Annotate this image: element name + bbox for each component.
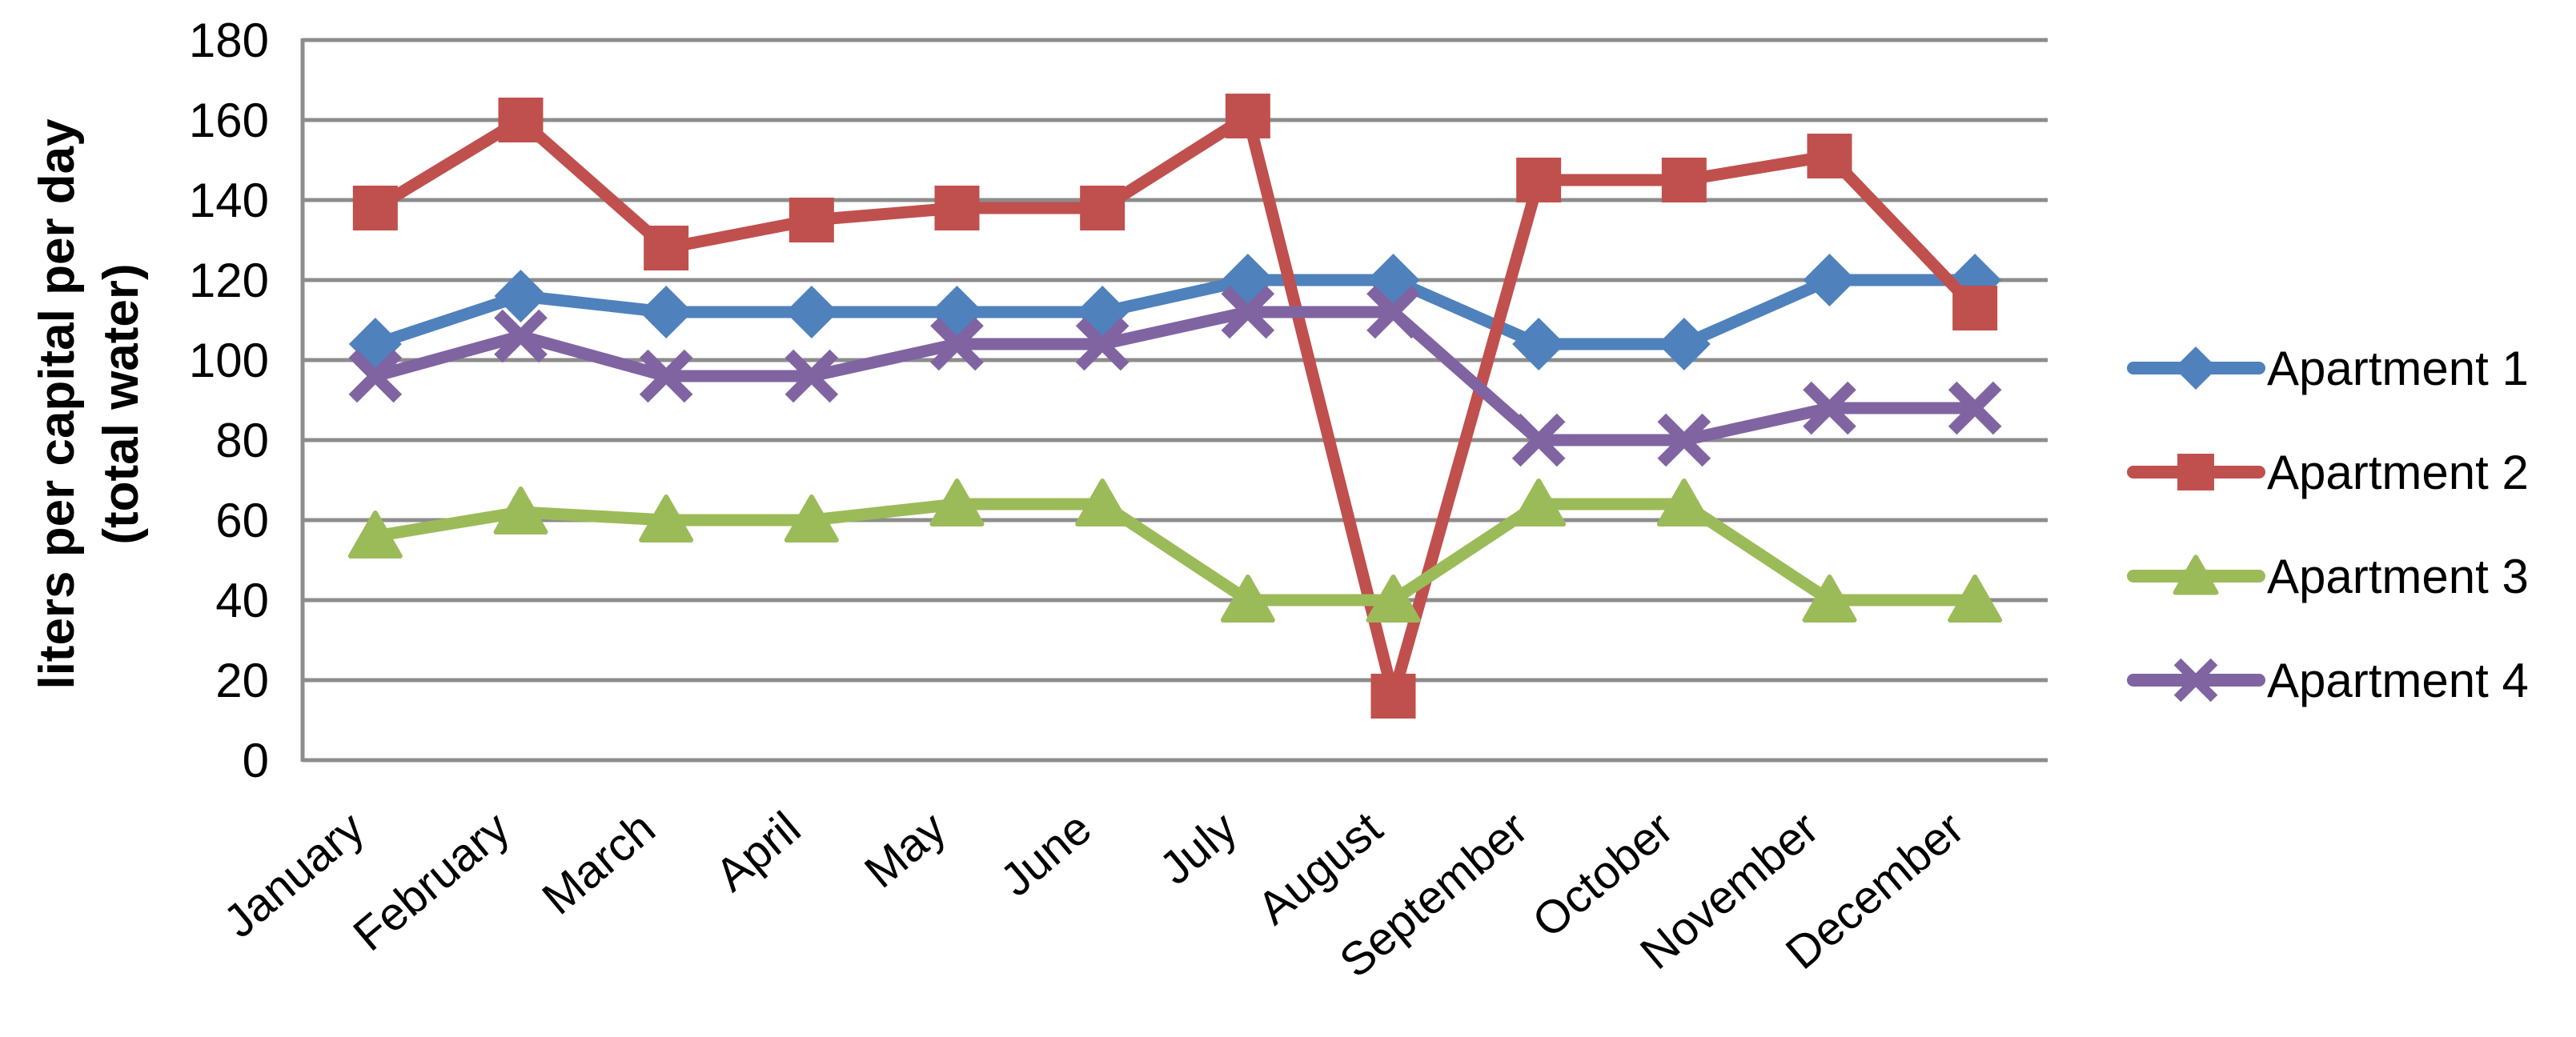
data-point-marker (1657, 413, 1711, 467)
series-apartment-1 (348, 254, 2002, 370)
x-category-label: July (1150, 802, 1246, 895)
data-point-marker (934, 186, 980, 230)
data-point-marker (1512, 318, 1566, 370)
data-point-marker (1366, 285, 1420, 339)
series-apartment-3 (347, 478, 2003, 623)
data-point-marker (494, 309, 548, 363)
data-point-marker (930, 317, 984, 371)
legend-marker (2173, 658, 2218, 703)
y-tick-label: 40 (215, 574, 269, 627)
data-point-marker (1657, 318, 1711, 370)
x-category-label: April (706, 802, 811, 901)
x-category-label: June (990, 802, 1101, 907)
data-point-marker (644, 226, 689, 270)
data-point-marker (1948, 575, 2003, 623)
legend-label: Apartment 3 (2267, 550, 2529, 603)
x-category-label: May (855, 802, 956, 898)
data-point-marker (1221, 285, 1275, 339)
legend-item-apartment-2: Apartment 2 (2127, 446, 2529, 499)
data-point-marker (784, 494, 839, 543)
y-axis-title-line1: liters per capital per day (30, 118, 85, 690)
series-apartment-4 (348, 285, 2002, 467)
data-point-marker (784, 286, 838, 338)
y-tick-label: 160 (189, 94, 269, 147)
legend-marker (2173, 346, 2218, 390)
legend-label: Apartment 1 (2267, 342, 2529, 395)
gridlines (303, 38, 2048, 763)
x-category-label: March (532, 802, 664, 924)
y-tick-label: 140 (189, 174, 269, 227)
data-point-marker (348, 349, 403, 403)
data-point-marker (639, 494, 694, 543)
series-line (369, 110, 1981, 703)
data-point-marker (1511, 478, 1567, 527)
data-point-marker (929, 478, 985, 527)
data-point-marker (494, 270, 548, 322)
data-point-marker (1802, 575, 1857, 623)
legend-item-apartment-4: Apartment 4 (2127, 654, 2529, 707)
data-point-marker (1948, 381, 2002, 435)
data-point-marker (1516, 158, 1562, 202)
y-tick-label: 20 (215, 654, 269, 707)
series-apartment-2 (352, 94, 1998, 719)
axes (300, 38, 2048, 763)
data-point-marker (1952, 286, 1998, 330)
legend-marker (2177, 454, 2214, 490)
data-point-marker (1511, 413, 1566, 467)
data-point-marker (1220, 575, 1275, 623)
x-category-label: February (343, 802, 520, 961)
data-point-marker (1656, 478, 1711, 527)
data-point-marker (1366, 575, 1421, 623)
data-point-marker (1661, 158, 1707, 202)
y-tick-label: 100 (189, 334, 269, 387)
data-point-marker (352, 186, 398, 230)
data-point-marker (639, 349, 693, 403)
data-point-marker (640, 286, 693, 338)
y-axis-title-line2: (total water) (94, 263, 149, 544)
data-point-marker (1080, 186, 1125, 230)
legend-marker (2173, 555, 2219, 595)
y-tick-label: 80 (215, 414, 269, 467)
data-series (347, 94, 2003, 719)
data-point-marker (1807, 134, 1852, 178)
data-point-marker (493, 486, 548, 535)
data-point-marker (498, 98, 544, 142)
data-point-marker (1225, 94, 1270, 138)
series-line (369, 274, 1981, 350)
data-point-marker (1803, 381, 1856, 435)
y-tick-label: 0 (243, 734, 269, 787)
data-point-marker (1075, 478, 1130, 527)
y-tick-label: 180 (189, 14, 269, 67)
data-point-marker (1075, 317, 1130, 371)
data-point-marker (784, 349, 839, 403)
data-point-marker (1370, 674, 1416, 719)
legend-label: Apartment 4 (2267, 654, 2529, 707)
legend: Apartment 1 Apartment 2 Apartment 3 Apartme… (2127, 342, 2529, 707)
legend-item-apartment-1: Apartment 1 (2127, 342, 2529, 395)
legend-item-apartment-3: Apartment 3 (2127, 550, 2529, 603)
data-point-marker (788, 198, 834, 242)
y-tick-label: 120 (189, 254, 269, 307)
legend-label: Apartment 2 (2267, 446, 2529, 499)
y-tick-label: 60 (215, 494, 269, 547)
data-point-marker (347, 510, 403, 559)
series-line (369, 306, 1981, 446)
data-point-marker (1803, 254, 1856, 306)
